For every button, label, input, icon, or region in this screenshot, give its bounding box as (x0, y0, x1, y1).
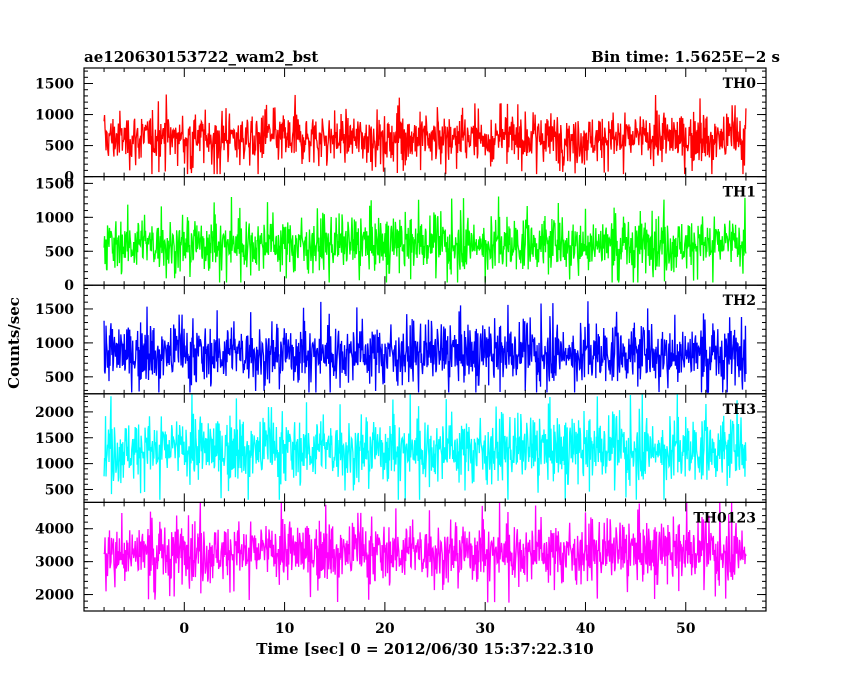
y-tick-label: 1500 (35, 176, 74, 192)
x-tick-label: 50 (676, 621, 696, 637)
x-tick-label: 40 (576, 621, 596, 637)
y-tick-label: 0 (64, 170, 74, 186)
y-tick-label: 1500 (35, 431, 74, 447)
series-label: TH2 (723, 293, 756, 309)
y-tick-label: 1500 (35, 77, 74, 93)
x-tick-label: 10 (275, 621, 295, 637)
panel-th1: 0 500 1000 1500 TH1 (35, 176, 767, 294)
y-tick-label: 1000 (35, 108, 74, 124)
y-tick-label: 4000 (35, 522, 74, 538)
x-tick-label: 20 (375, 621, 395, 637)
series-label: TH1 (723, 185, 756, 201)
series-line-th2 (103, 301, 747, 394)
y-tick-label: 500 (45, 482, 74, 498)
series-line-th0 (103, 94, 747, 175)
y-tick-label: 1000 (35, 457, 74, 473)
chart-title-right: Bin time: 1.5625E−2 s (591, 48, 780, 66)
series-label: TH0 (723, 76, 757, 92)
y-tick-label: 0 (64, 278, 74, 294)
y-tick-label: 500 (45, 244, 74, 260)
panel-th0: 0 500 1000 1500 TH0 (35, 67, 767, 186)
panel-th3: 500 1000 1500 2000 TH3 (35, 393, 767, 503)
y-tick-label: 2000 (35, 405, 74, 421)
y-tick-label: 1500 (35, 302, 74, 318)
series-label: TH3 (723, 402, 756, 418)
y-axis-label: Counts/sec (5, 297, 23, 389)
y-tick-label: 2000 (35, 588, 74, 604)
series-label: TH0123 (693, 510, 756, 526)
panel-th2: 500 1000 1500 TH2 (35, 284, 767, 395)
chart-title-left: ae120630153722_wam2_bst (84, 48, 318, 66)
x-axis-label: Time [sec] 0 = 2012/06/30 15:37:22.310 (256, 640, 593, 658)
y-tick-label: 1000 (35, 210, 74, 226)
y-tick-label: 3000 (35, 555, 74, 571)
panel-th0123: 2000 3000 4000 TH0123 (35, 501, 767, 612)
x-tick-label: 0 (179, 621, 189, 637)
x-tick-label: 30 (475, 621, 495, 637)
series-line-th1 (103, 196, 747, 283)
y-tick-label: 500 (45, 370, 74, 386)
y-tick-label: 1000 (35, 336, 74, 352)
series-line-th3 (103, 393, 747, 500)
y-tick-label: 500 (45, 139, 74, 155)
series-line-th0123 (103, 502, 747, 603)
